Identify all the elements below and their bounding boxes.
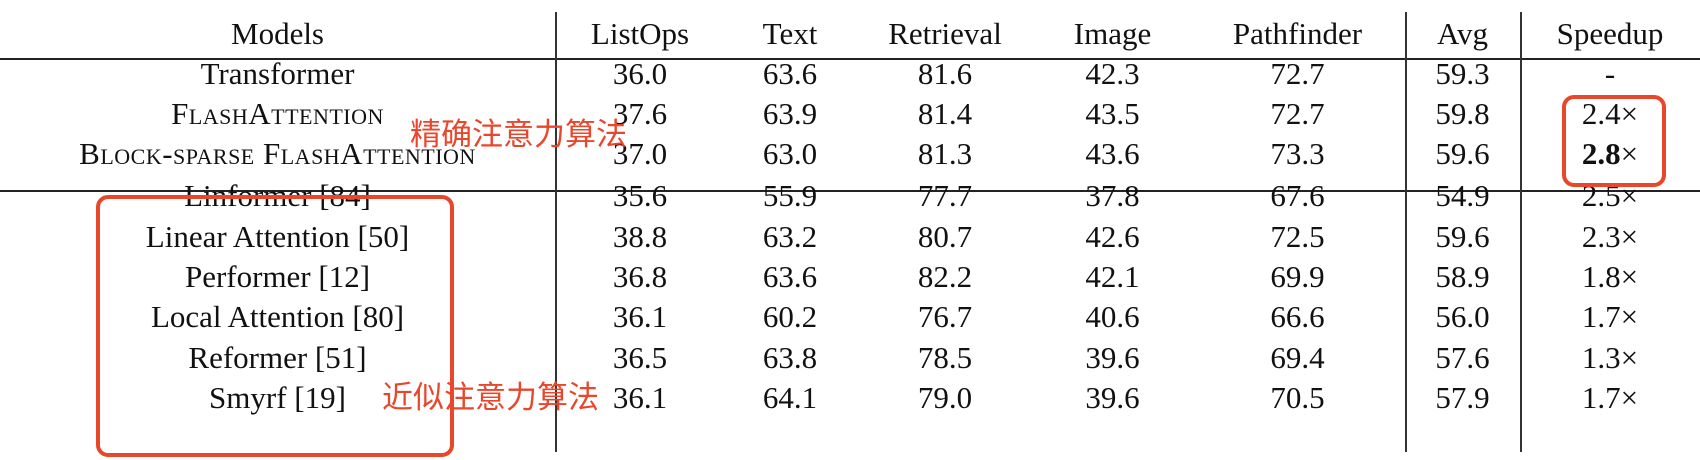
cell-image: 43.5	[1085, 96, 1140, 131]
cell-listops: 37.0	[612, 136, 668, 171]
table-row: Block-sparse FlashAttention 37.0 63.0 81.3 4…	[0, 132, 1700, 176]
cell-text: 63.9	[762, 96, 818, 131]
cell-text: 63.6	[762, 259, 818, 294]
cell-pathfinder: 72.7	[1270, 56, 1325, 91]
header-image: Image	[1073, 16, 1152, 51]
cell-retrieval: 81.4	[917, 96, 973, 131]
cell-pathfinder: 73.3	[1270, 136, 1325, 171]
cell-pathfinder: 66.6	[1270, 299, 1325, 334]
cell-text: 63.8	[762, 340, 818, 375]
cell-image: 39.6	[1085, 380, 1140, 415]
cell-text: 63.6	[762, 56, 818, 91]
cell-avg: 56.0	[1435, 299, 1490, 334]
speedup-highlight-box	[1562, 95, 1666, 187]
cell-text: 55.9	[762, 178, 818, 213]
table-row: Reformer [51] 36.5 63.8 78.5 39.6 69.4 57.6 1.3…	[0, 336, 1700, 380]
approx-models-highlight-box	[96, 195, 454, 457]
cell-speedup: 1.7×	[1581, 299, 1639, 334]
cell-avg: 58.9	[1435, 259, 1490, 294]
cell-image: 42.6	[1085, 219, 1140, 254]
cell-image: 40.6	[1085, 299, 1140, 334]
cell-speedup: 2.3×	[1581, 219, 1639, 254]
cell-pathfinder: 69.4	[1270, 340, 1325, 375]
cell-image: 39.6	[1085, 340, 1140, 375]
column-rule-pathfinder	[1405, 12, 1407, 452]
table-row: Linear Attention [50] 38.8 63.2 80.7 42.6 72.…	[0, 215, 1700, 259]
column-rule-avg	[1520, 12, 1522, 452]
table-row: Performer [12] 36.8 63.6 82.2 42.1 69.9 58.9 1.…	[0, 255, 1700, 299]
cell-pathfinder: 72.7	[1270, 96, 1325, 131]
header-rule	[0, 58, 1700, 60]
cell-avg: 59.6	[1435, 219, 1490, 254]
cell-model: FlashAttention	[171, 96, 384, 131]
cell-avg: 57.6	[1435, 340, 1490, 375]
cell-pathfinder: 69.9	[1270, 259, 1325, 294]
cell-retrieval: 77.7	[917, 178, 973, 213]
table-row: Local Attention [80] 36.1 60.2 76.7 40.6 66.6…	[0, 295, 1700, 339]
cell-listops: 36.0	[612, 56, 668, 91]
cell-speedup: 2.4×	[1581, 96, 1639, 131]
exact-attention-label: 精确注意力算法	[410, 117, 627, 153]
cell-retrieval: 79.0	[917, 380, 973, 415]
header-text: Text	[762, 16, 818, 51]
header-avg: Avg	[1436, 16, 1489, 51]
cell-image: 43.6	[1085, 136, 1140, 171]
cell-retrieval: 81.3	[917, 136, 973, 171]
cell-image: 37.8	[1085, 178, 1140, 213]
cell-listops: 38.8	[612, 219, 668, 254]
cell-retrieval: 78.5	[917, 340, 973, 375]
cell-text: 60.2	[762, 299, 818, 334]
column-rule-models	[555, 12, 557, 452]
cell-text: 63.2	[762, 219, 818, 254]
cell-speedup: 1.3×	[1581, 340, 1639, 375]
cell-speedup: 1.7×	[1581, 380, 1639, 415]
cell-model: Block-sparse FlashAttention	[79, 136, 476, 171]
cell-model: Performer [12]	[184, 259, 371, 294]
cell-pathfinder: 70.5	[1270, 380, 1325, 415]
cell-speedup: -	[1604, 56, 1616, 91]
cell-pathfinder: 67.6	[1270, 178, 1325, 213]
table-row: FlashAttention 37.6 63.9 81.4 43.5 72.7 59.8 2.…	[0, 92, 1700, 136]
group-separator-rule	[0, 190, 1700, 192]
cell-retrieval: 81.6	[917, 56, 973, 91]
header-listops: ListOps	[590, 16, 690, 51]
table-row: Smyrf [19] 36.1 64.1 79.0 39.6 70.5 57.9 1.7×	[0, 376, 1700, 420]
speedup-suffix: ×	[1620, 136, 1639, 171]
cell-model: Local Attention [80]	[150, 299, 405, 334]
cell-avg: 54.9	[1435, 178, 1490, 213]
cell-avg: 59.3	[1435, 56, 1490, 91]
cell-pathfinder: 72.5	[1270, 219, 1325, 254]
header-retrieval: Retrieval	[888, 16, 1002, 51]
cell-listops: 36.8	[612, 259, 668, 294]
cell-speedup: 1.8×	[1581, 259, 1639, 294]
header-row: Models ListOps Text Retrieval Image Path…	[0, 12, 1700, 56]
cell-model: Transformer	[200, 56, 355, 91]
cell-retrieval: 80.7	[917, 219, 973, 254]
cell-listops: 36.5	[612, 340, 668, 375]
table-row: Transformer 36.0 63.6 81.6 42.3 72.7 59.3 -	[0, 52, 1700, 96]
speedup-bold-value: 2.8	[1581, 136, 1621, 171]
cell-speedup: 2.8×	[1520, 132, 1700, 176]
cell-image: 42.1	[1085, 259, 1140, 294]
cell-avg: 59.6	[1435, 136, 1490, 171]
cell-listops: 36.1	[612, 380, 668, 415]
cell-model: Linear Attention [50]	[145, 219, 410, 254]
cell-avg: 57.9	[1435, 380, 1490, 415]
cell-listops: 35.6	[612, 178, 668, 213]
cell-text: 64.1	[762, 380, 818, 415]
cell-retrieval: 82.2	[917, 259, 973, 294]
header-speedup: Speedup	[1556, 16, 1664, 51]
cell-avg: 59.8	[1435, 96, 1490, 131]
header-pathfinder: Pathfinder	[1232, 16, 1363, 51]
cell-listops: 36.1	[612, 299, 668, 334]
cell-model: Smyrf [19]	[209, 380, 346, 415]
approx-attention-label: 近似注意力算法	[382, 380, 599, 416]
cell-listops: 37.6	[612, 96, 668, 131]
cell-retrieval: 76.7	[917, 299, 973, 334]
cell-image: 42.3	[1085, 56, 1140, 91]
header-models: Models	[231, 16, 324, 51]
cell-text: 63.0	[762, 136, 818, 171]
cell-model: Reformer [51]	[188, 340, 367, 375]
